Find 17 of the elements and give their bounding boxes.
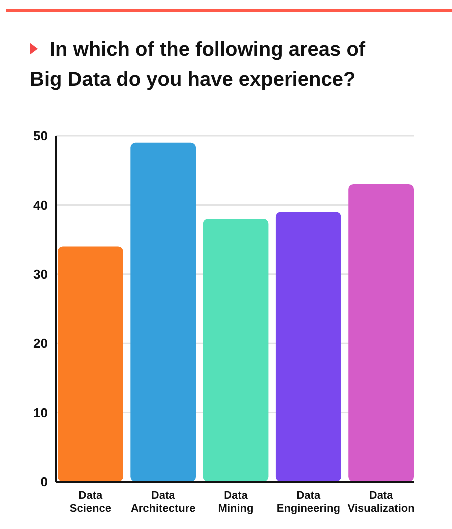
- bar: [276, 212, 342, 482]
- x-tick-label: Data Visualization: [348, 490, 416, 515]
- y-tick-label: 50: [34, 128, 48, 144]
- y-tick-label: 0: [40, 474, 48, 490]
- x-tick-label: Data Science: [70, 490, 112, 515]
- y-tick-label: 40: [34, 198, 48, 213]
- bar: [348, 184, 414, 482]
- x-tick-label: Data Mining: [218, 490, 254, 515]
- x-tick-label: Data Architecture: [130, 490, 196, 515]
- y-tick-label: 20: [34, 336, 48, 352]
- bar: [58, 246, 124, 482]
- chart-title: In which of the following areas of Big Data do you have experience?: [30, 39, 366, 91]
- y-tick-label: 30: [34, 266, 48, 282]
- bar: [203, 219, 269, 482]
- y-tick-label: 10: [34, 405, 48, 420]
- bar: [130, 142, 196, 482]
- x-tick-label: Data Engineering: [276, 490, 340, 515]
